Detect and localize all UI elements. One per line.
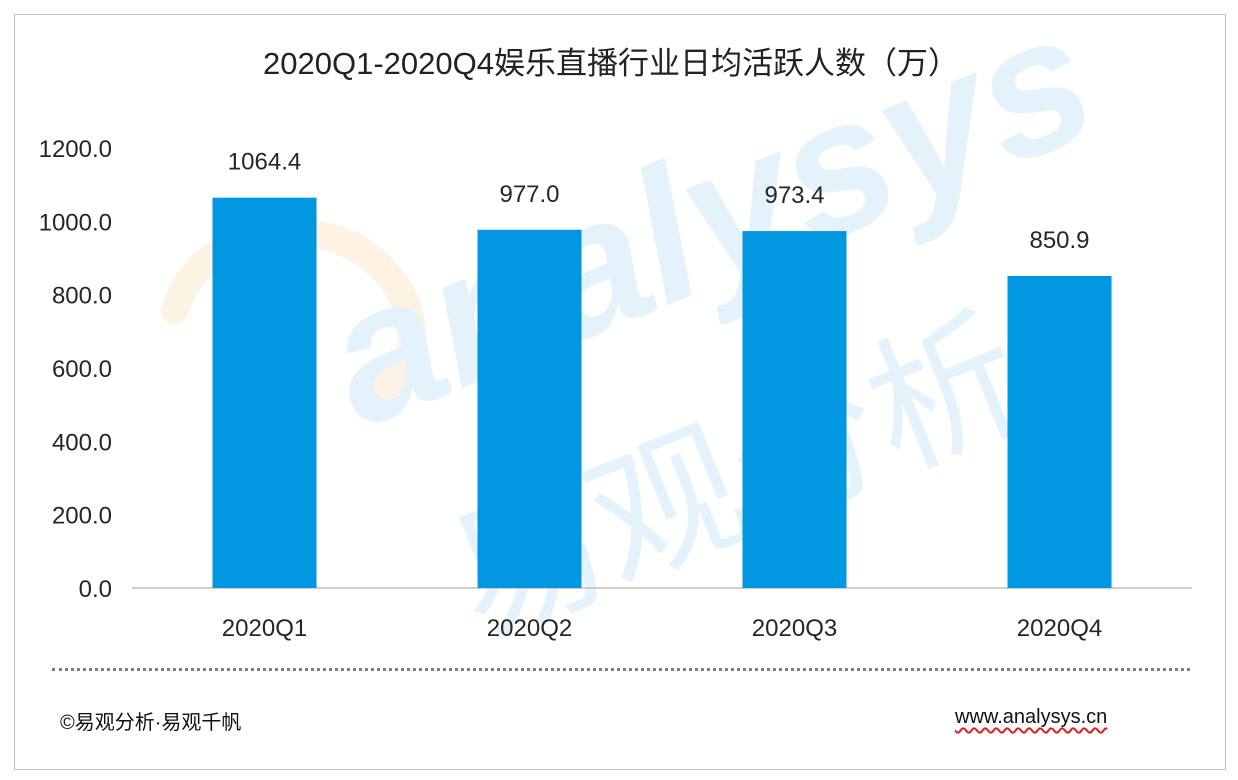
data-label: 977.0 [499, 181, 559, 208]
x-tick-label: 2020Q1 [222, 615, 307, 642]
bar [212, 197, 317, 588]
data-label: 850.9 [1029, 227, 1089, 254]
bar [742, 231, 847, 588]
footer-source: ©易观分析·易观千帆 [60, 712, 242, 734]
footer-divider [52, 668, 1190, 671]
y-tick-label: 200.0 [52, 503, 112, 530]
y-tick-label: 600.0 [52, 356, 112, 383]
bar [477, 229, 582, 588]
y-tick-label: 800.0 [52, 283, 112, 310]
x-tick-label: 2020Q4 [1017, 615, 1102, 642]
chart-title: 2020Q1-2020Q4娱乐直播行业日均活跃人数（万） [263, 46, 959, 81]
y-tick-label: 1000.0 [39, 209, 112, 236]
footer-website-link[interactable]: www.analysys.cn [955, 706, 1108, 728]
data-label: 973.4 [764, 182, 824, 209]
data-label: 1064.4 [228, 149, 301, 176]
x-tick-label: 2020Q3 [752, 615, 837, 642]
y-tick-label: 1200.0 [39, 136, 112, 163]
x-tick-label: 2020Q2 [487, 615, 572, 642]
y-tick-label: 400.0 [52, 429, 112, 456]
y-tick-label: 0.0 [79, 576, 112, 603]
bar [1007, 276, 1112, 588]
chart-frame [14, 14, 1226, 770]
